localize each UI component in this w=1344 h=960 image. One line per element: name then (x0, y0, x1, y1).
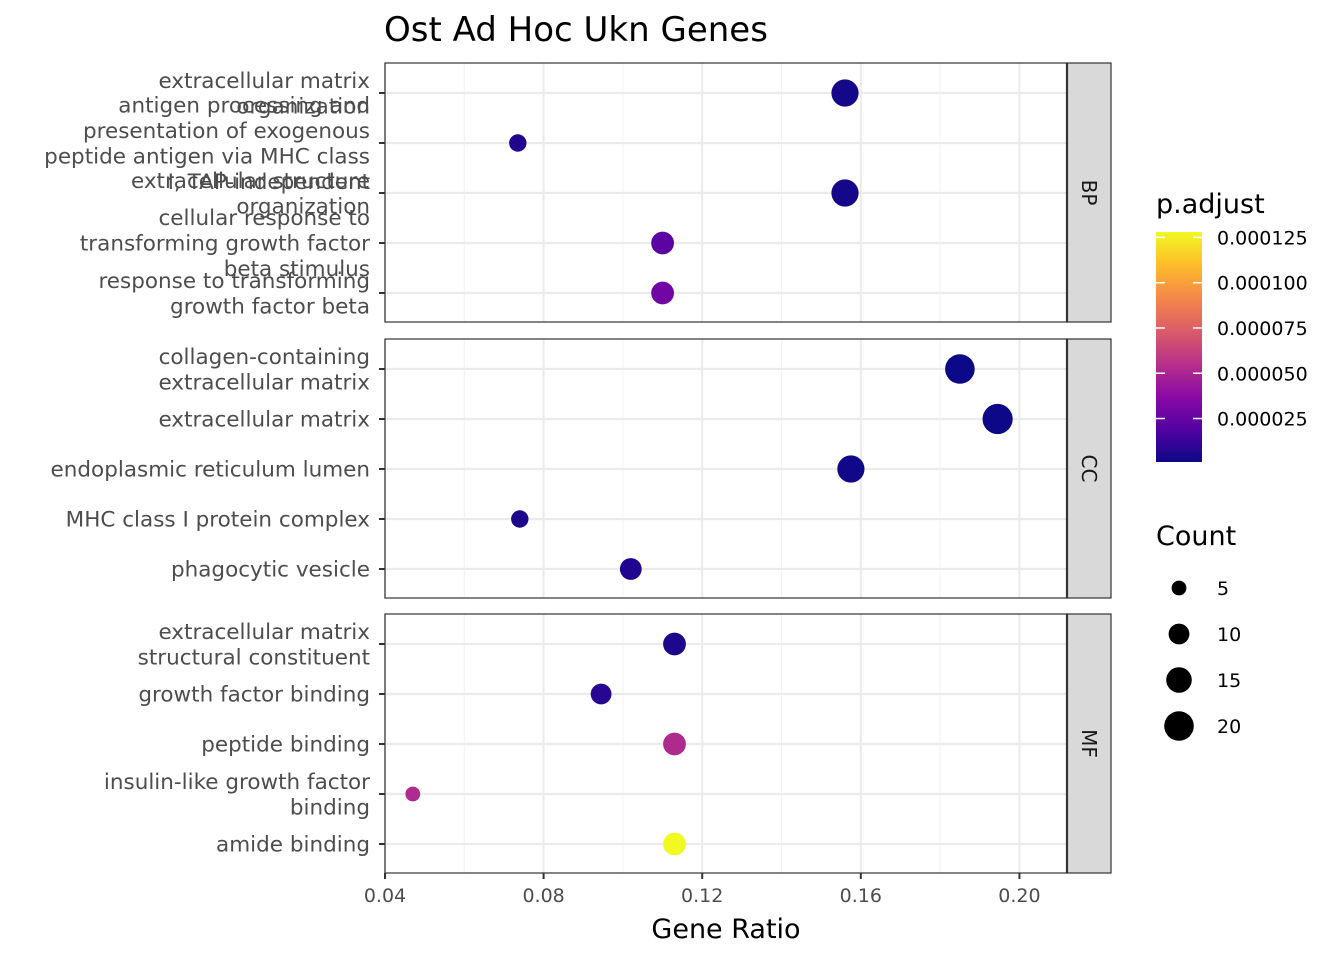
facet-strip-label: MF (1077, 729, 1101, 758)
y-tick-label-line: cellular response to (158, 206, 370, 231)
x-tick-label: 0.04 (364, 885, 406, 907)
y-tick-label: MHC class I protein complex (66, 508, 371, 533)
data-point (405, 786, 421, 802)
y-tick-label: extracellular matrix structural constitue… (138, 620, 371, 671)
facet-strip-label: CC (1077, 455, 1101, 483)
y-tick-label-line: organization (236, 94, 370, 119)
x-axis: 0.04 0.08 0.12 0.16 0.20 (364, 873, 1041, 907)
size-legend-label: 5 (1217, 578, 1229, 600)
size-legend: Count 5 10 15 20 (1156, 521, 1241, 741)
colorbar-label: 0.000125 (1217, 227, 1308, 249)
colorbar-label: 0.000025 (1217, 409, 1308, 431)
data-point (651, 231, 674, 255)
y-tick-label-line: endoplasmic reticulum lumen (51, 458, 370, 483)
size-legend-title: Count (1156, 521, 1236, 552)
y-tick-label: collagen-containing extracellular matrix (158, 345, 370, 396)
y-tick-label-line: insulin-like growth factor (104, 770, 370, 795)
y-tick-label: phagocytic vesicle (171, 558, 370, 583)
colorbar-label: 0.000100 (1217, 273, 1308, 295)
x-axis-title: Gene Ratio (651, 914, 800, 945)
facet-strip (1066, 613, 1112, 874)
y-tick-label-line: extracellular matrix (158, 370, 370, 395)
size-legend-key (1168, 623, 1190, 645)
colorbar-label: 0.000050 (1217, 363, 1308, 385)
y-tick-label-line: response to transforming (98, 269, 370, 294)
y-tick-label: antigen processing and presentation of ex… (44, 93, 370, 195)
colorbar (1156, 232, 1202, 462)
chart-title: Ost Ad Hoc Ukn Genes (384, 10, 768, 50)
size-legend-label: 10 (1217, 624, 1241, 646)
y-tick-label: extracellular matrix (158, 408, 370, 433)
y-tick-label-line: presentation of exogenous (83, 119, 370, 144)
x-tick-label: 0.20 (998, 885, 1040, 907)
data-point (663, 832, 686, 856)
size-legend-key (1164, 711, 1194, 741)
y-tick-label-line: antigen processing and (118, 93, 370, 118)
data-point (663, 732, 686, 756)
y-tick-label-line: organization (236, 194, 370, 219)
size-legend-label: 20 (1217, 716, 1241, 738)
data-point (837, 455, 865, 483)
y-tick-label-line: extracellular matrix (158, 408, 370, 433)
x-tick-label: 0.12 (681, 885, 723, 907)
y-tick-label-line: phagocytic vesicle (171, 558, 370, 583)
x-tick-label: 0.08 (522, 885, 564, 907)
y-tick-label-line: MHC class I protein complex (66, 508, 371, 533)
y-tick-label: endoplasmic reticulum lumen (51, 458, 370, 483)
data-point (663, 632, 686, 656)
data-point (590, 683, 612, 705)
y-tick-label-line: peptide binding (201, 733, 370, 758)
color-legend: p.adjust 0.000025 0.000050 0.000075 0.00010… (1156, 189, 1308, 462)
y-tick-label: response to transforming growth factor be… (98, 269, 370, 320)
y-tick-label-line: extracellular matrix (158, 69, 370, 94)
y-tick-label-line: extracellular matrix (158, 620, 370, 645)
y-tick-label: amide binding (216, 833, 370, 858)
y-tick-label-line: peptide antigen via MHC class (44, 144, 370, 169)
y-tick-label-line: growth factor beta (170, 294, 370, 319)
y-tick-label-line: extracellular structure (131, 169, 370, 194)
y-tick-label: cellular response to transforming growth … (80, 206, 370, 282)
x-tick-label: 0.16 (840, 885, 882, 907)
data-point (509, 134, 527, 152)
size-legend-label: 15 (1217, 670, 1241, 692)
y-tick-label: peptide binding (201, 733, 370, 758)
colorbar-label: 0.000075 (1217, 318, 1308, 340)
data-point (511, 510, 529, 528)
data-point (831, 179, 859, 207)
size-legend-key (1166, 667, 1192, 693)
data-point (619, 558, 642, 580)
data-point (945, 354, 975, 384)
y-tick-label-line: transforming growth factor (80, 232, 370, 257)
data-point (831, 79, 859, 107)
facet-strip (1066, 338, 1112, 599)
data-point (982, 403, 1013, 435)
y-tick-label-line: growth factor binding (138, 683, 370, 708)
y-tick-label-line: collagen-containing (159, 345, 370, 370)
data-point (651, 281, 674, 305)
y-tick-label: insulin-like growth factor binding (104, 770, 370, 821)
y-tick-label: extracellular matrix organization (158, 69, 370, 120)
size-legend-key (1171, 580, 1187, 596)
y-tick-label: growth factor binding (138, 683, 370, 708)
y-tick-label-line: amide binding (216, 833, 370, 858)
facet-strip-label: BP (1077, 180, 1101, 206)
y-tick-label-line: I, TAP-independent (168, 170, 370, 195)
y-tick-label-line: beta stimulus (224, 257, 370, 282)
color-legend-title: p.adjust (1156, 189, 1265, 220)
y-tick-label: extracellular structure organization (131, 169, 370, 220)
y-tick-label-line: binding (290, 795, 370, 820)
facet-panel-mf: MF extracellular matrix structural constit… (104, 613, 1112, 874)
y-tick-label-line: structural constituent (138, 645, 370, 670)
